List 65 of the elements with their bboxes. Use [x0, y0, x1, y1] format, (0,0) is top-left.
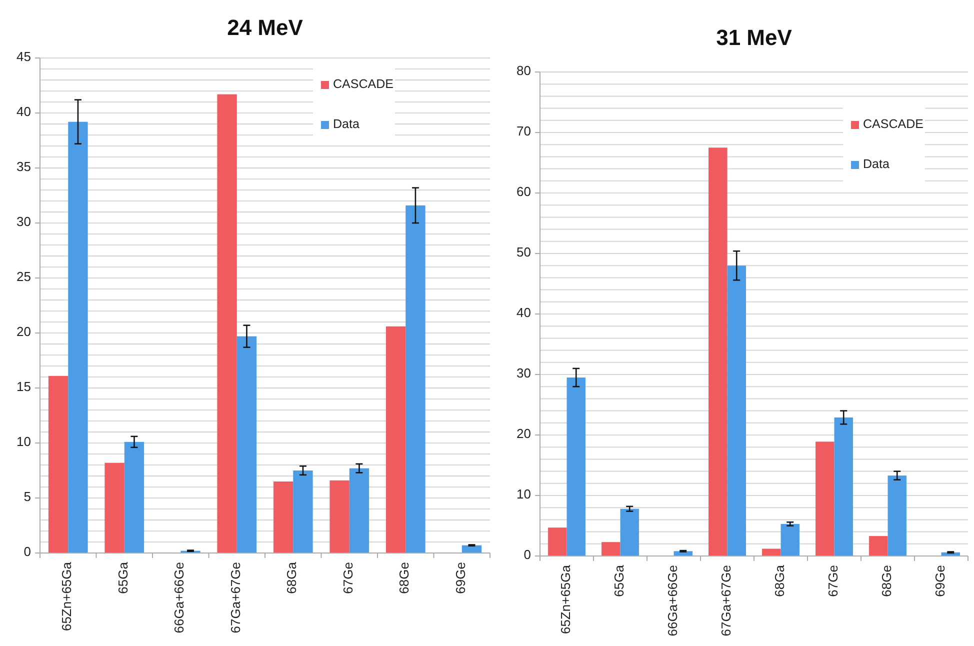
- y-tick-label: 15: [16, 379, 31, 394]
- y-tick-label: 0: [24, 544, 31, 560]
- bar: [566, 378, 586, 556]
- x-tick-label: 68Ga: [284, 561, 300, 594]
- bar: [708, 148, 728, 556]
- bar: [888, 476, 906, 556]
- bar: [386, 326, 406, 553]
- y-tick-label: 40: [16, 104, 31, 120]
- bar: [816, 442, 834, 556]
- x-tick-label: 68Ge: [397, 562, 412, 594]
- y-tick-label: 30: [516, 366, 531, 381]
- legend-label: CASCADE: [333, 77, 394, 92]
- x-tick-label: 67Ge: [340, 562, 356, 594]
- bar: [330, 480, 350, 553]
- x-tick-label: 69Ge: [932, 565, 948, 597]
- y-tick-label: 0: [524, 547, 531, 562]
- x-tick-label: 68Ge: [879, 565, 894, 597]
- bar: [48, 376, 68, 553]
- bar: [236, 336, 257, 553]
- y-tick-label: 60: [516, 184, 531, 200]
- bar: [217, 94, 237, 553]
- y-tick-label: 25: [16, 269, 31, 284]
- x-tick-label: 65Zn+65Ga: [60, 561, 75, 632]
- bar: [727, 266, 746, 556]
- legend-label: Data: [863, 157, 890, 172]
- x-tick-label: 65Ga: [116, 561, 131, 594]
- bar: [869, 536, 888, 556]
- x-tick-label: 65Zn+65Ga: [558, 564, 574, 634]
- x-tick-label: 68Ga: [772, 564, 788, 597]
- bar: [273, 482, 294, 553]
- bar: [406, 205, 426, 553]
- bar: [68, 122, 88, 553]
- bar: [780, 524, 800, 556]
- bar: [104, 462, 124, 553]
- x-tick-label: 66Ga+66Ge: [172, 562, 188, 634]
- y-tick-label: 50: [516, 244, 531, 260]
- bar: [548, 528, 567, 556]
- x-tick-label: 67Ga+67Ge: [228, 562, 244, 634]
- x-tick-label: 66Ga+66Ge: [665, 565, 680, 636]
- x-tick-label: 65Ga: [612, 564, 627, 597]
- bar: [349, 468, 370, 553]
- y-tick-label: 80: [516, 63, 531, 78]
- y-tick-label: 70: [516, 124, 531, 139]
- legend-label: Data: [333, 117, 360, 132]
- y-tick-label: 40: [516, 305, 531, 320]
- legend-label: CASCADE: [863, 117, 924, 132]
- y-tick-label: 5: [24, 489, 31, 504]
- y-tick-label: 20: [16, 324, 31, 340]
- y-tick-label: 20: [516, 426, 531, 442]
- y-tick-label: 10: [516, 486, 531, 502]
- bar: [602, 542, 620, 556]
- bar: [124, 442, 144, 553]
- y-tick-label: 30: [16, 214, 31, 230]
- y-tick-label: 45: [16, 49, 31, 64]
- x-tick-label: 69Ge: [453, 562, 468, 594]
- chart-title: 31 MeV: [716, 25, 792, 50]
- bar: [762, 548, 781, 556]
- x-tick-label: 67Ge: [826, 565, 841, 597]
- y-tick-label: 10: [16, 434, 31, 450]
- y-tick-label: 35: [16, 159, 31, 174]
- bar: [620, 508, 639, 556]
- bar: [293, 470, 313, 553]
- bar: [834, 417, 853, 556]
- x-tick-label: 67Ga+67Ge: [718, 565, 734, 636]
- chart-title: 24 MeV: [227, 15, 304, 40]
